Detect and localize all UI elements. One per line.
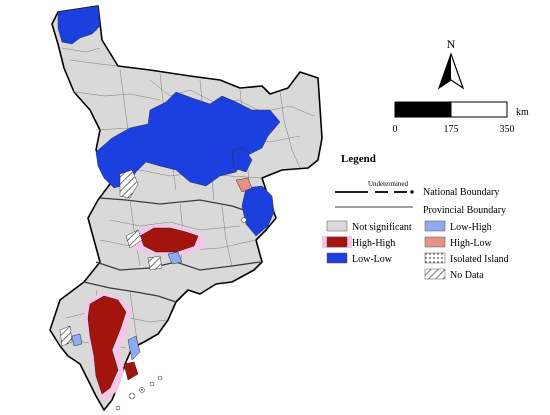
legend-swatch-isolated-island <box>424 252 446 264</box>
scale-tick-label: 175 <box>444 124 459 135</box>
scale-bar-white-segment <box>450 101 508 118</box>
no-data-area <box>125 229 143 249</box>
low-low-cluster <box>57 5 101 45</box>
legend-label: Low-High <box>450 222 492 233</box>
no-data-area <box>119 169 139 199</box>
legend: Legend Undetermined National Boundary Pr… <box>322 153 509 281</box>
scale-bar: km 0 175 350 <box>393 101 529 135</box>
low-low-cluster <box>241 185 275 237</box>
legend-swatch-low-low <box>326 252 348 264</box>
region-map <box>49 5 323 411</box>
legend-swatch-low-high <box>424 220 446 232</box>
legend-swatch-no-data <box>424 268 446 280</box>
legend-swatch-high-high <box>326 236 348 248</box>
boundary-undetermined-note: Undetermined <box>368 180 409 188</box>
high-high-cluster <box>87 295 127 395</box>
legend-label: Isolated Island <box>450 254 509 265</box>
legend-label: High-Low <box>450 238 492 249</box>
legend-title: Legend <box>341 153 376 165</box>
scale-tick-label: 350 <box>500 124 515 135</box>
legend-label: Not significant <box>352 222 412 233</box>
low-low-cluster <box>231 147 253 173</box>
legend-label: Low-Low <box>352 254 393 265</box>
high-high-cluster <box>139 227 199 253</box>
national-boundary-line-icon <box>335 190 414 194</box>
north-label: N <box>447 37 456 51</box>
legend-swatch-high-low <box>424 236 446 248</box>
no-data-area <box>59 325 73 347</box>
legend-label: No Data <box>450 270 484 281</box>
scale-tick-label: 0 <box>393 124 398 135</box>
provincial-boundary <box>83 281 177 303</box>
no-data-area <box>147 255 163 271</box>
legend-label: High-High <box>352 238 395 249</box>
north-arrow-fill-icon <box>439 54 451 88</box>
legend-swatch-not-significant <box>326 220 348 232</box>
high-low-cluster <box>235 177 253 193</box>
high-high-cluster <box>123 361 139 381</box>
scale-bar-black-segment <box>394 101 452 118</box>
scale-bar-unit: km <box>516 107 529 118</box>
low-high-cluster <box>127 335 141 361</box>
low-high-cluster <box>71 333 83 347</box>
legend-national-boundary: National Boundary <box>423 187 499 198</box>
legend-provincial-boundary: Provincial Boundary <box>423 205 506 216</box>
north-arrow: N <box>437 37 465 90</box>
low-high-cluster <box>167 251 183 265</box>
isolated-islands <box>115 217 247 411</box>
